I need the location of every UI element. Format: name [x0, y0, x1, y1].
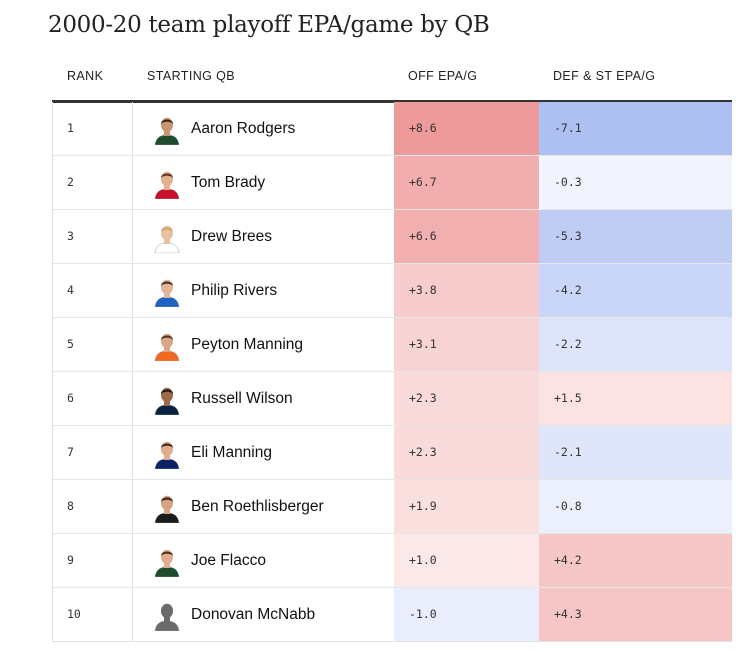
column-header-off-epa: OFF EPA/G [408, 69, 478, 83]
off-epa-cell: +1.9 [394, 480, 539, 533]
qb-name: Drew Brees [191, 227, 272, 245]
rank-cell: 9 [53, 534, 133, 587]
off-epa-cell: +8.6 [394, 102, 539, 155]
qb-cell: Joe Flacco [134, 534, 394, 587]
table-row: 1 Aaron Rodgers +8.6 -7.1 [53, 102, 733, 155]
column-header-starting-qb: STARTING QB [147, 69, 235, 83]
table-header: RANK STARTING QB OFF EPA/G DEF & ST EPA/… [52, 66, 732, 103]
player-headshot-icon [151, 383, 183, 415]
qb-cell: Russell Wilson [134, 372, 394, 425]
rank-cell: 3 [53, 210, 133, 263]
player-headshot-icon [151, 437, 183, 469]
player-headshot-icon [151, 329, 183, 361]
off-epa-cell: +3.8 [394, 264, 539, 317]
qb-name: Joe Flacco [191, 551, 266, 569]
table-row: 9 Joe Flacco +1.0 +4.2 [53, 533, 733, 587]
rank-cell: 4 [53, 264, 133, 317]
qb-name: Tom Brady [191, 173, 266, 191]
rank-cell: 7 [53, 426, 133, 479]
player-headshot-icon [151, 545, 183, 577]
rank-cell: 6 [53, 372, 133, 425]
rank-cell: 1 [53, 102, 133, 155]
def-st-epa-cell: -7.1 [539, 102, 732, 155]
off-epa-cell: +1.0 [394, 534, 539, 587]
player-headshot-icon [151, 491, 183, 523]
rank-cell: 10 [53, 588, 133, 641]
player-headshot-icon [151, 167, 183, 199]
qb-cell: Drew Brees [134, 210, 394, 263]
off-epa-cell: -1.0 [394, 588, 539, 641]
def-st-epa-cell: +4.2 [539, 534, 732, 587]
off-epa-cell: +3.1 [394, 318, 539, 371]
qb-cell: Donovan McNabb [134, 588, 394, 641]
rank-cell: 5 [53, 318, 133, 371]
rank-cell: 8 [53, 480, 133, 533]
off-epa-cell: +2.3 [394, 372, 539, 425]
qb-name: Peyton Manning [191, 335, 304, 353]
def-st-epa-cell: +1.5 [539, 372, 732, 425]
off-epa-cell: +2.3 [394, 426, 539, 479]
qb-name: Russell Wilson [191, 389, 293, 407]
table-body: 1 Aaron Rodgers +8.6 -7.1 2 Tom Brady +6.7 -0.3… [52, 102, 733, 642]
off-epa-cell: +6.7 [394, 156, 539, 209]
qb-cell: Peyton Manning [134, 318, 394, 371]
qb-name: Aaron Rodgers [191, 119, 296, 137]
player-headshot-icon [151, 221, 183, 253]
def-st-epa-cell: -2.2 [539, 318, 732, 371]
qb-cell: Ben Roethlisberger [134, 480, 394, 533]
qb-name: Eli Manning [191, 443, 272, 461]
qb-name: Donovan McNabb [191, 605, 316, 623]
def-st-epa-cell: +4.3 [539, 588, 732, 641]
def-st-epa-cell: -0.8 [539, 480, 732, 533]
table-row: 6 Russell Wilson +2.3 +1.5 [53, 371, 733, 425]
def-st-epa-cell: -0.3 [539, 156, 732, 209]
qb-cell: Aaron Rodgers [134, 102, 394, 155]
rank-cell: 2 [53, 156, 133, 209]
column-header-def-st-epa: DEF & ST EPA/G [553, 69, 656, 83]
def-st-epa-cell: -4.2 [539, 264, 732, 317]
qb-name: Ben Roethlisberger [191, 497, 324, 515]
player-headshot-icon [151, 599, 183, 631]
table-row: 5 Peyton Manning +3.1 -2.2 [53, 317, 733, 371]
def-st-epa-cell: -2.1 [539, 426, 732, 479]
table-row: 8 Ben Roethlisberger +1.9 -0.8 [53, 479, 733, 533]
chart-title: 2000-20 team playoff EPA/game by QB [48, 12, 490, 38]
qb-name: Philip Rivers [191, 281, 278, 299]
column-header-rank: RANK [67, 69, 104, 83]
table-row: 3 Drew Brees +6.6 -5.3 [53, 209, 733, 263]
table-row: 2 Tom Brady +6.7 -0.3 [53, 155, 733, 209]
qb-cell: Philip Rivers [134, 264, 394, 317]
table-row: 10 Donovan McNabb -1.0 +4.3 [53, 587, 733, 641]
qb-cell: Tom Brady [134, 156, 394, 209]
table-row: 7 Eli Manning +2.3 -2.1 [53, 425, 733, 479]
def-st-epa-cell: -5.3 [539, 210, 732, 263]
player-headshot-icon [151, 275, 183, 307]
table-row: 4 Philip Rivers +3.8 -4.2 [53, 263, 733, 317]
player-headshot-icon [151, 113, 183, 145]
off-epa-cell: +6.6 [394, 210, 539, 263]
qb-cell: Eli Manning [134, 426, 394, 479]
